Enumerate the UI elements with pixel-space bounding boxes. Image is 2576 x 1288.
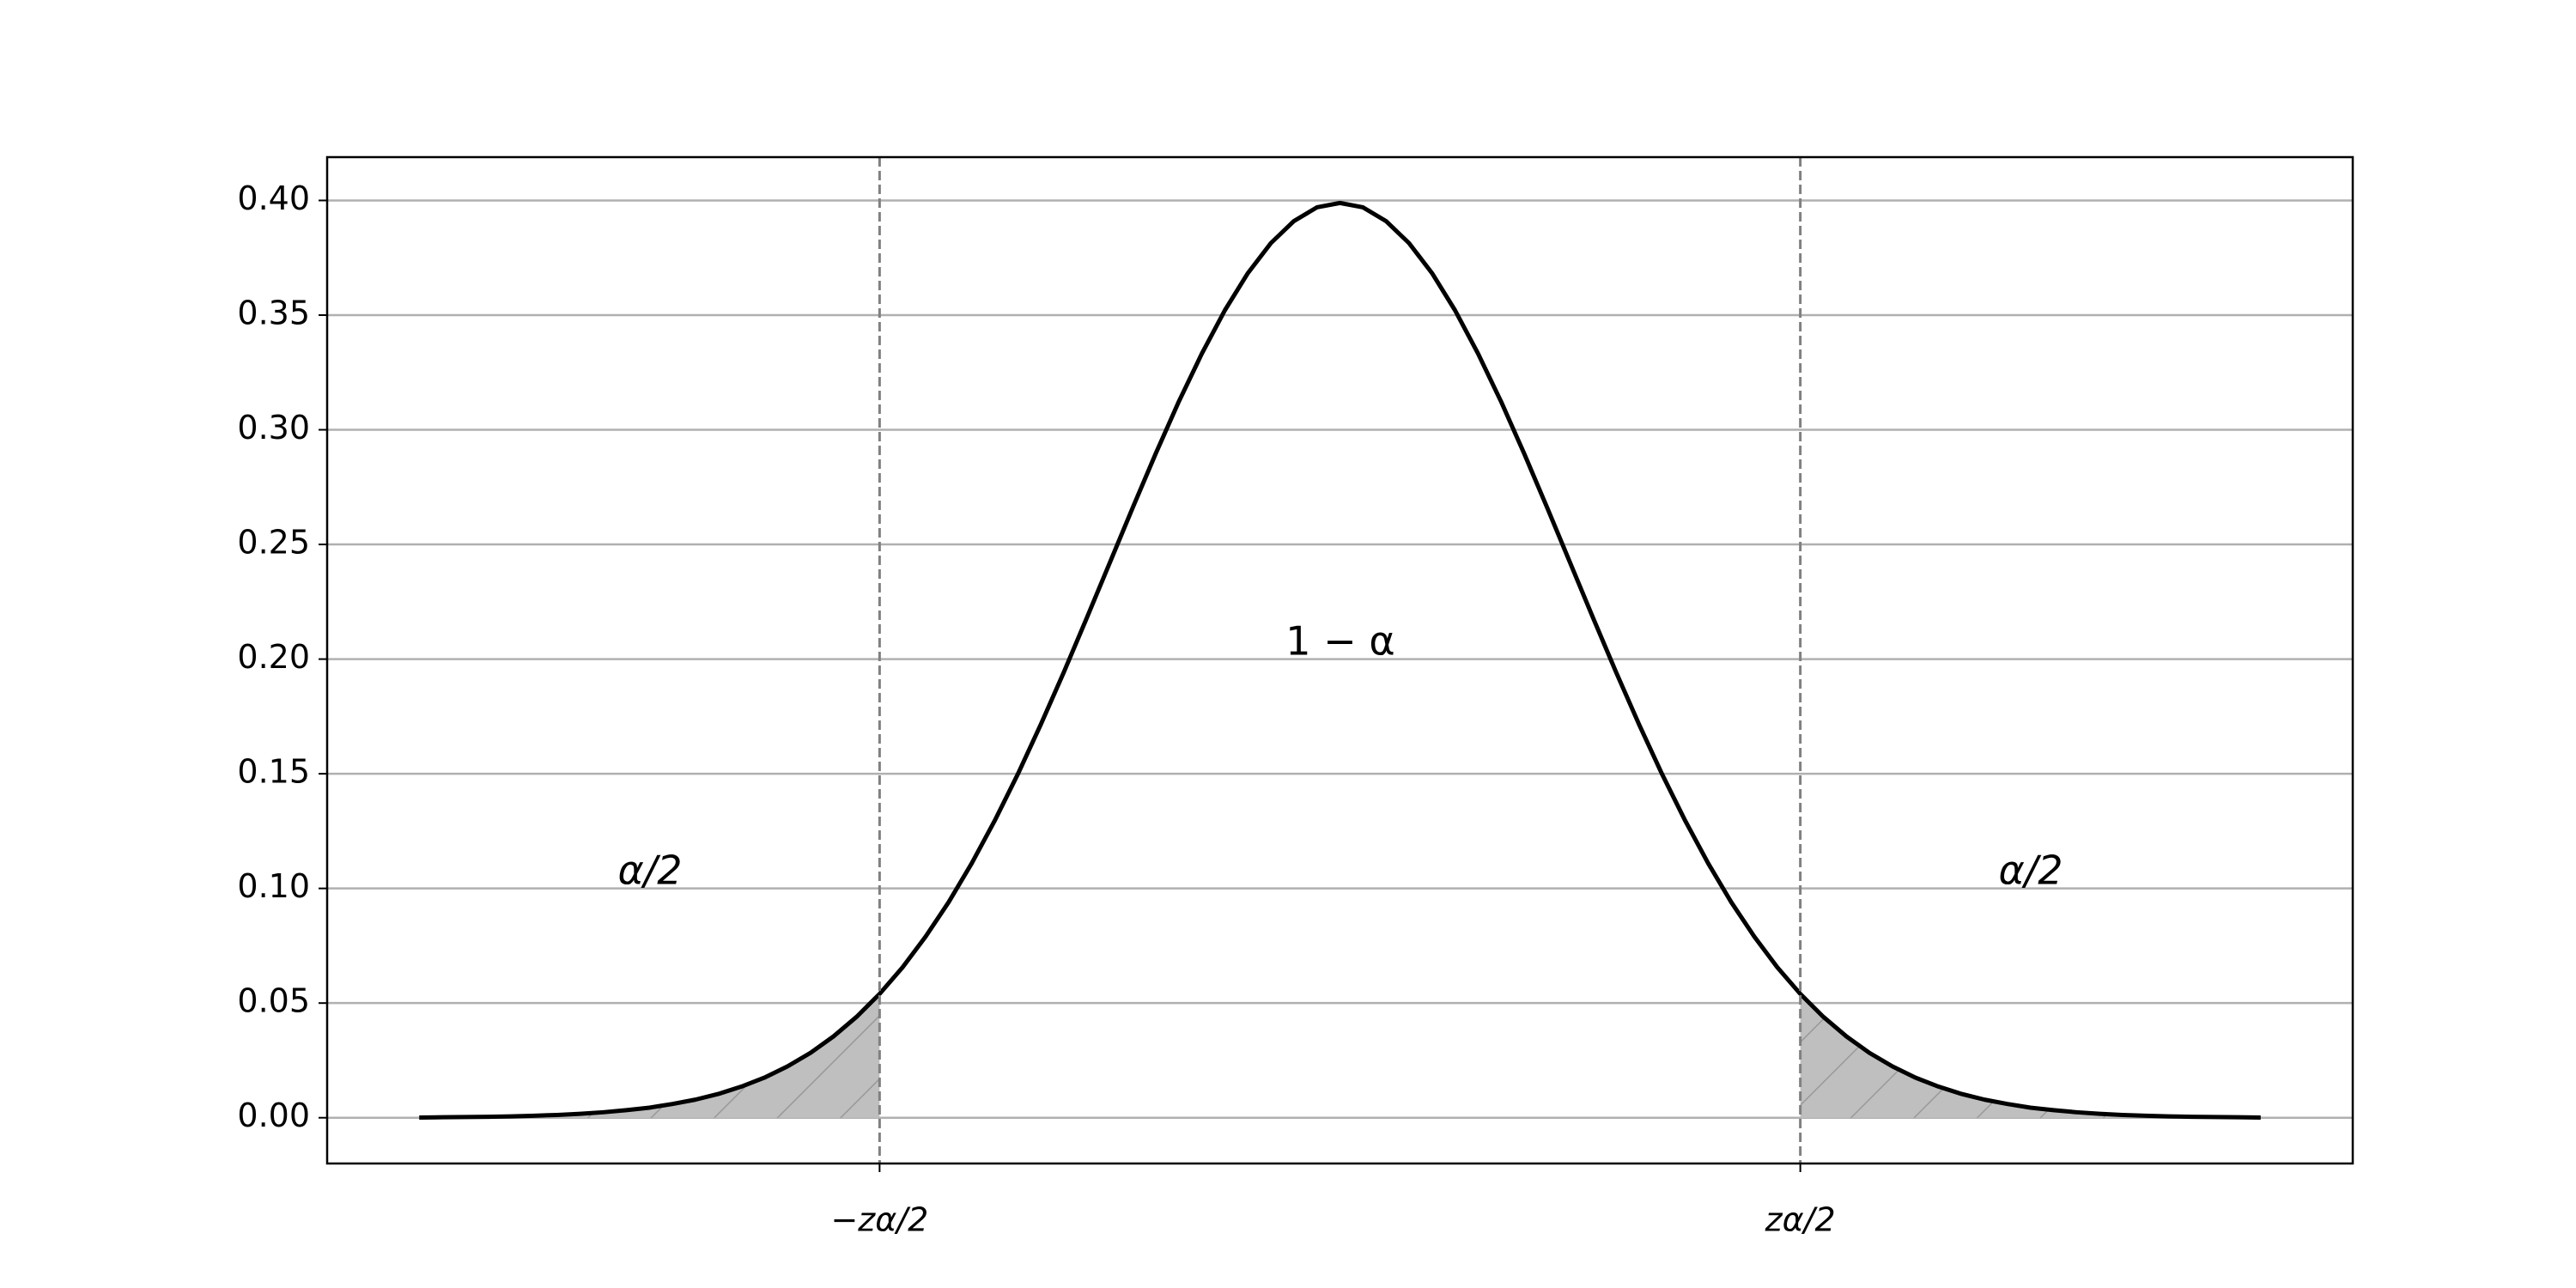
y-tick-label: 0.15 — [237, 753, 310, 791]
hatch — [1800, 993, 2261, 1118]
y-tick-label: 0.00 — [237, 1097, 310, 1134]
y-tick-label: 0.30 — [237, 409, 310, 447]
x-tick-label: zα/2 — [1765, 1201, 1836, 1239]
hatch — [419, 993, 880, 1118]
annotation: 1 − α — [1285, 618, 1394, 665]
y-tick-label: 0.40 — [237, 179, 310, 217]
y-tick-label: 0.35 — [237, 294, 310, 331]
y-tick-label: 0.10 — [237, 867, 310, 905]
plot-frame — [325, 155, 2354, 1165]
annotation: α/2 — [617, 848, 682, 894]
x-tick-label: −zα/2 — [830, 1201, 928, 1239]
curve — [419, 200, 2261, 1120]
y-tick-label: 0.20 — [237, 638, 310, 676]
y-tick-label: 0.05 — [237, 982, 310, 1020]
annotation: α/2 — [1998, 848, 2063, 894]
y-tick-label: 0.25 — [237, 524, 310, 562]
